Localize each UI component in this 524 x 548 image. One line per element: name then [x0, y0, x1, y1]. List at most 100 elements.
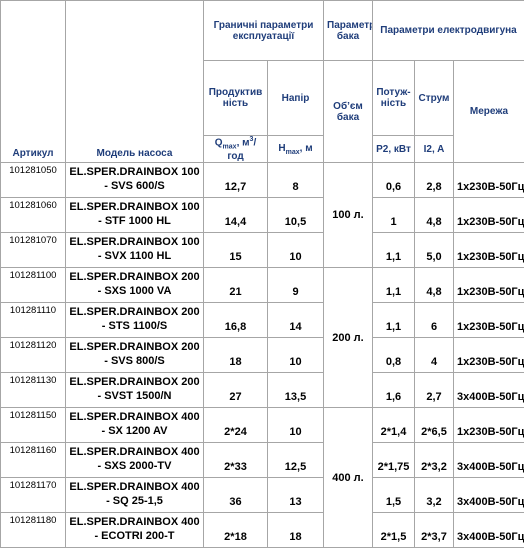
header-model: Модель насоса: [66, 1, 204, 163]
cell-flow: 2*24: [204, 408, 268, 443]
cell-network: 3x400В-50Гц: [454, 513, 524, 548]
header-network: Мережа: [454, 61, 524, 163]
cell-power: 2*1,75: [373, 443, 415, 478]
header-head: Напір: [268, 61, 324, 136]
cell-network: 1x230В-50Гц: [454, 268, 524, 303]
cell-article: 101281060: [1, 198, 66, 233]
cell-article: 101281180: [1, 513, 66, 548]
cell-head: 10: [268, 233, 324, 268]
cell-current: 4,8: [415, 198, 454, 233]
cell-current: 2,8: [415, 163, 454, 198]
cell-flow: 27: [204, 373, 268, 408]
cell-network: 1x230В-50Гц: [454, 408, 524, 443]
header-group: Параметри бака: [324, 1, 373, 61]
cell-model: EL.SPER.DRAINBOX 100 - SVX 1100 HL: [66, 233, 204, 268]
cell-current: 2*6,5: [415, 408, 454, 443]
cell-power: 2*1,5: [373, 513, 415, 548]
cell-article: 101281110: [1, 303, 66, 338]
header-power: Потуж-ність: [373, 61, 415, 136]
cell-model: EL.SPER.DRAINBOX 400 - SXS 2000-TV: [66, 443, 204, 478]
cell-current: 4: [415, 338, 454, 373]
cell-flow: 12,7: [204, 163, 268, 198]
cell-network: 3x400В-50Гц: [454, 373, 524, 408]
symbol: Q: [215, 138, 223, 149]
header-group: Параметри електродвигуна: [373, 1, 524, 61]
cell-current: 2*3,7: [415, 513, 454, 548]
cell-article: 101281150: [1, 408, 66, 443]
cell-model: EL.SPER.DRAINBOX 400 - SX 1200 AV: [66, 408, 204, 443]
cell-model: EL.SPER.DRAINBOX 400 - ECOTRI 200-T: [66, 513, 204, 548]
cell-flow: 2*18: [204, 513, 268, 548]
cell-flow: 36: [204, 478, 268, 513]
cell-article: 101281120: [1, 338, 66, 373]
cell-head: 10: [268, 408, 324, 443]
cell-head: 18: [268, 513, 324, 548]
cell-power: 0,6: [373, 163, 415, 198]
cell-network: 3x400В-50Гц: [454, 443, 524, 478]
cell-model: EL.SPER.DRAINBOX 200 - SVST 1500/N: [66, 373, 204, 408]
cell-network: 1x230В-50Гц: [454, 163, 524, 198]
cell-power: 1,5: [373, 478, 415, 513]
cell-network: 3x400В-50Гц: [454, 478, 524, 513]
header-volume: Об’єм бака: [324, 61, 373, 163]
cell-flow: 2*33: [204, 443, 268, 478]
header-article: Артикул: [1, 1, 66, 163]
cell-power: 1,1: [373, 233, 415, 268]
cell-head: 13: [268, 478, 324, 513]
subscript: max: [223, 144, 237, 151]
cell-article: 101281160: [1, 443, 66, 478]
cell-current: 4,8: [415, 268, 454, 303]
header-head-unit: Hmax, м: [268, 136, 324, 163]
cell-head: 12,5: [268, 443, 324, 478]
cell-flow: 14,4: [204, 198, 268, 233]
cell-model: EL.SPER.DRAINBOX 100 - STF 1000 HL: [66, 198, 204, 233]
cell-current: 2*3,2: [415, 443, 454, 478]
symbol: H: [278, 143, 285, 154]
cell-article: 101281130: [1, 373, 66, 408]
header-current: Струм: [415, 61, 454, 136]
cell-head: 13,5: [268, 373, 324, 408]
cell-current: 3,2: [415, 478, 454, 513]
header-flow-unit: Qmax, м3/год: [204, 136, 268, 163]
header-power-unit: P2, кВт: [373, 136, 415, 163]
cell-head: 9: [268, 268, 324, 303]
unit: , м: [300, 143, 313, 154]
page: Артикул Модель насоса Граничні параметри…: [0, 0, 524, 512]
cell-current: 5,0: [415, 233, 454, 268]
cell-head: 10: [268, 338, 324, 373]
subscript: max: [286, 149, 300, 156]
cell-head: 8: [268, 163, 324, 198]
cell-power: 1,1: [373, 303, 415, 338]
cell-flow: 15: [204, 233, 268, 268]
cell-power: 1,1: [373, 268, 415, 303]
cell-flow: 16,8: [204, 303, 268, 338]
cell-current: 2,7: [415, 373, 454, 408]
header-group: Граничні параметри експлуатації: [204, 1, 324, 61]
cell-power: 1,6: [373, 373, 415, 408]
cell-article: 101281070: [1, 233, 66, 268]
cell-flow: 18: [204, 338, 268, 373]
cell-model: EL.SPER.DRAINBOX 200 - SVS 800/S: [66, 338, 204, 373]
cell-network: 1x230В-50Гц: [454, 303, 524, 338]
cell-current: 6: [415, 303, 454, 338]
cell-model: EL.SPER.DRAINBOX 200 - STS 1100/S: [66, 303, 204, 338]
cell-network: 1x230В-50Гц: [454, 233, 524, 268]
cell-model: EL.SPER.DRAINBOX 200 - SXS 1000 VA: [66, 268, 204, 303]
tank-volume: 400 л.: [324, 408, 373, 548]
header-current-unit: I2, A: [415, 136, 454, 163]
cell-power: 1: [373, 198, 415, 233]
cell-article: 101281100: [1, 268, 66, 303]
cell-article: 101281170: [1, 478, 66, 513]
cell-power: 0,8: [373, 338, 415, 373]
